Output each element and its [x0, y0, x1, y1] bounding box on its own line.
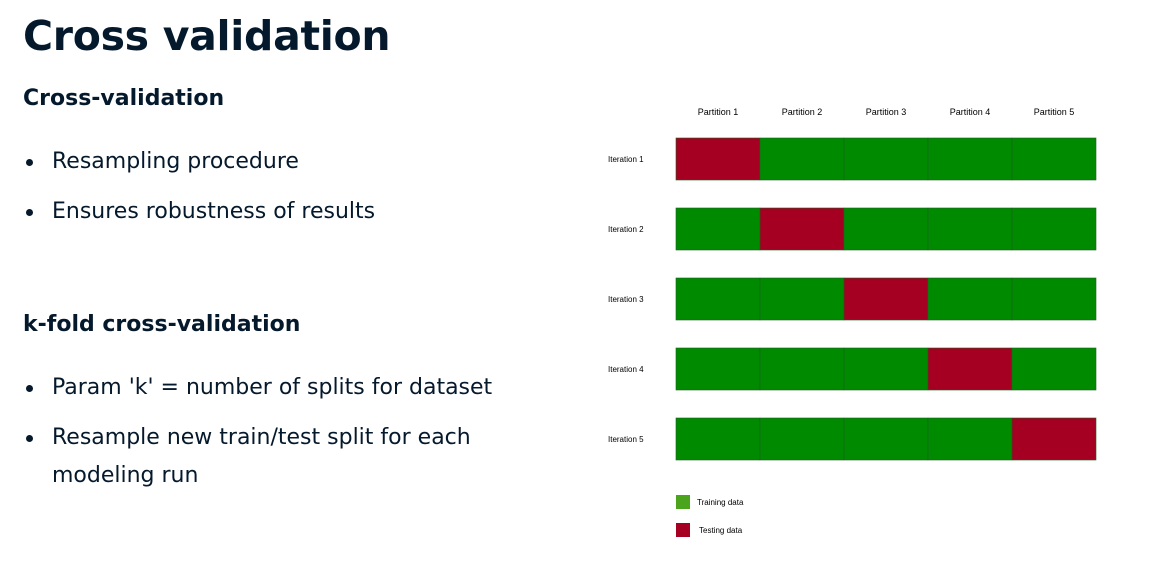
iteration-label: Iteration 2 — [608, 225, 644, 234]
training-cell — [1011, 207, 1097, 251]
training-cell — [843, 347, 929, 391]
training-cell — [927, 207, 1013, 251]
training-cell — [843, 417, 929, 461]
bullet-item: Resample new train/test split for each m… — [23, 419, 543, 495]
bullet-dot-icon — [26, 385, 33, 392]
training-cell — [927, 137, 1013, 181]
training-cell — [675, 277, 761, 321]
bullet-item: Resampling procedure — [23, 143, 543, 181]
training-cell — [759, 417, 845, 461]
training-cell — [843, 207, 929, 251]
testing-legend-swatch — [676, 523, 690, 537]
bullet-dot-icon — [26, 435, 33, 442]
partition-label: Partition 2 — [782, 107, 823, 117]
bullet-text: Param 'k' = number of splits for dataset — [52, 375, 493, 400]
iteration-label: Iteration 5 — [608, 435, 644, 444]
bullet-dot-icon — [26, 209, 33, 216]
bullet-text: Ensures robustness of results — [52, 199, 376, 224]
training-cell — [927, 277, 1013, 321]
slide-title: Cross validation — [23, 12, 391, 60]
training-cell — [759, 137, 845, 181]
bullet-text: Resampling procedure — [52, 149, 299, 174]
partition-label: Partition 5 — [1034, 107, 1075, 117]
training-cell — [759, 277, 845, 321]
training-cell — [927, 417, 1013, 461]
training-cell — [675, 347, 761, 391]
testing-cell — [927, 347, 1013, 391]
cross-validation-bullet-list: Resampling procedure Ensures robustness … — [23, 143, 543, 243]
k-fold-bullet-list: Param 'k' = number of splits for dataset… — [23, 369, 543, 507]
training-cell — [759, 347, 845, 391]
testing-cell — [1011, 417, 1097, 461]
training-cell — [675, 207, 761, 251]
partition-label: Partition 1 — [698, 107, 739, 117]
section-heading-cross-validation: Cross-validation — [23, 86, 225, 111]
partition-label: Partition 3 — [866, 107, 907, 117]
bullet-text: Resample new train/test split for each m… — [52, 425, 471, 488]
training-cell — [1011, 347, 1097, 391]
bullet-item: Ensures robustness of results — [23, 193, 543, 231]
training-legend-label: Training data — [697, 498, 744, 507]
bullet-item: Param 'k' = number of splits for dataset — [23, 369, 543, 407]
training-cell — [843, 137, 929, 181]
iteration-label: Iteration 4 — [608, 365, 644, 374]
section-heading-k-fold: k-fold cross-validation — [23, 312, 301, 337]
partition-label: Partition 4 — [950, 107, 991, 117]
training-cell — [675, 417, 761, 461]
testing-legend-label: Testing data — [699, 526, 743, 535]
training-cell — [1011, 137, 1097, 181]
testing-cell — [759, 207, 845, 251]
testing-cell — [675, 137, 761, 181]
training-cell — [1011, 277, 1097, 321]
iteration-label: Iteration 1 — [608, 155, 644, 164]
iteration-label: Iteration 3 — [608, 295, 644, 304]
testing-cell — [843, 277, 929, 321]
training-legend-swatch — [676, 495, 690, 509]
k-fold-diagram: Partition 1 Partition 2 Partition 3 Partiti… — [608, 107, 1097, 537]
bullet-dot-icon — [26, 159, 33, 166]
